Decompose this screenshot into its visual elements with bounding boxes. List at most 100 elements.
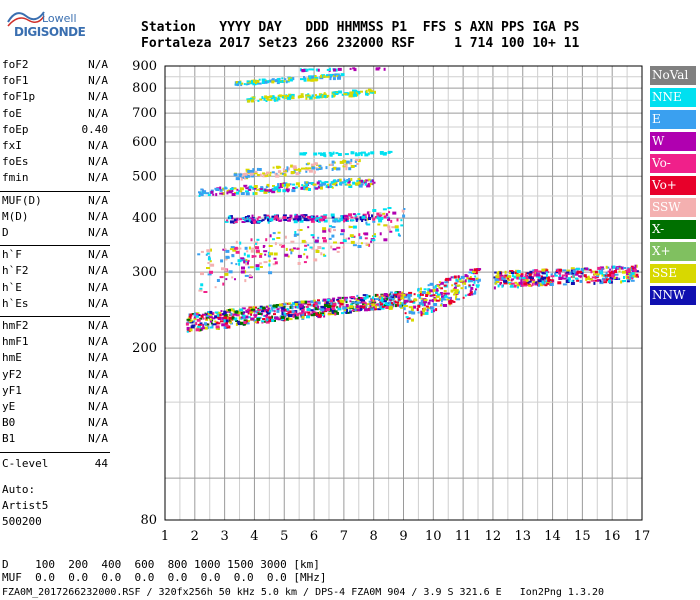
echo-point bbox=[352, 244, 357, 247]
echo-point bbox=[234, 221, 238, 224]
echo-point bbox=[614, 273, 619, 276]
echo-point bbox=[248, 188, 252, 191]
echo-point bbox=[290, 303, 294, 306]
echo-point bbox=[229, 188, 234, 190]
echo-point bbox=[235, 81, 239, 84]
echo-point bbox=[274, 172, 277, 175]
header-values: Fortaleza 2017 Set23 266 232000 RSF 1 71… bbox=[141, 36, 580, 51]
echo-point bbox=[380, 306, 385, 310]
echo-point bbox=[345, 311, 350, 314]
trace-band-760 bbox=[246, 88, 376, 103]
echo-point bbox=[631, 272, 635, 276]
echo-point bbox=[541, 280, 545, 284]
echo-point bbox=[257, 99, 260, 102]
echo-point bbox=[632, 267, 634, 270]
echo-point bbox=[402, 302, 406, 306]
echo-point bbox=[407, 293, 412, 297]
echo-point bbox=[331, 94, 334, 98]
echo-point bbox=[386, 303, 391, 306]
echo-point bbox=[318, 180, 322, 183]
echo-point bbox=[319, 311, 321, 315]
echo-point bbox=[305, 183, 309, 187]
echo-point bbox=[299, 308, 302, 311]
echo-point bbox=[219, 276, 224, 279]
echo-point bbox=[275, 97, 278, 101]
echo-point bbox=[342, 246, 345, 249]
echo-point bbox=[304, 244, 308, 247]
echo-point bbox=[379, 151, 384, 154]
echo-point bbox=[473, 280, 476, 284]
echo-point bbox=[201, 313, 206, 316]
echo-point bbox=[299, 95, 303, 99]
echo-point bbox=[292, 187, 297, 189]
echo-point bbox=[317, 185, 322, 189]
echo-point bbox=[339, 241, 344, 244]
echo-point bbox=[269, 252, 273, 256]
param-value: 0.40 bbox=[81, 122, 109, 136]
echo-point bbox=[265, 186, 268, 189]
echo-point bbox=[599, 279, 602, 283]
legend-sse: SSE bbox=[650, 264, 696, 283]
echo-point bbox=[290, 164, 294, 168]
echo-point bbox=[300, 214, 305, 217]
echo-point bbox=[464, 286, 467, 290]
param-yf1: yF1 N/A bbox=[2, 384, 110, 400]
echo-point bbox=[627, 268, 631, 271]
echo-point bbox=[374, 216, 377, 218]
param-value: N/A bbox=[88, 90, 108, 104]
echo-point bbox=[308, 68, 313, 71]
echo-point bbox=[282, 214, 287, 217]
echo-point bbox=[301, 95, 304, 98]
echo-point bbox=[328, 74, 332, 78]
echo-point bbox=[398, 234, 401, 237]
echo-point bbox=[200, 192, 203, 196]
echo-point bbox=[240, 317, 243, 320]
echo-point bbox=[436, 284, 440, 287]
echo-point bbox=[413, 305, 417, 309]
echo-point bbox=[256, 317, 261, 321]
echo-point bbox=[350, 165, 355, 168]
echo-point bbox=[253, 187, 257, 190]
echo-point bbox=[537, 271, 541, 275]
echo-point bbox=[363, 151, 366, 154]
echo-point bbox=[620, 280, 624, 283]
echo-point bbox=[320, 252, 323, 256]
echo-point bbox=[409, 300, 414, 303]
echo-point bbox=[249, 274, 252, 277]
echo-point bbox=[355, 159, 360, 161]
echo-point bbox=[307, 167, 312, 170]
echo-point bbox=[443, 295, 448, 298]
echo-point bbox=[314, 219, 317, 222]
echo-point bbox=[537, 279, 542, 283]
echo-point bbox=[389, 297, 392, 300]
echo-point bbox=[497, 284, 500, 288]
echo-point bbox=[204, 326, 208, 330]
echo-point bbox=[511, 278, 515, 281]
echo-point bbox=[327, 94, 330, 97]
echo-point bbox=[343, 219, 345, 223]
echo-point bbox=[440, 304, 442, 307]
echo-point bbox=[330, 181, 333, 184]
echo-point bbox=[255, 246, 260, 250]
echo-point bbox=[504, 274, 508, 277]
echo-point bbox=[228, 309, 231, 311]
echo-point bbox=[268, 271, 273, 275]
echo-point bbox=[398, 304, 402, 308]
echo-point bbox=[279, 183, 282, 186]
echo-point bbox=[432, 286, 435, 289]
echo-point bbox=[576, 279, 580, 282]
echo-point bbox=[233, 192, 238, 194]
echo-point bbox=[264, 173, 268, 176]
echo-point bbox=[247, 187, 251, 191]
echo-point bbox=[288, 302, 292, 305]
echo-point bbox=[315, 313, 319, 316]
echo-point bbox=[391, 302, 393, 305]
echo-point bbox=[246, 322, 250, 325]
echo-point bbox=[365, 92, 368, 96]
echo-point bbox=[350, 303, 354, 306]
echo-point bbox=[377, 308, 382, 311]
echo-point bbox=[271, 318, 275, 322]
legend-noval: NoVal bbox=[650, 66, 696, 85]
echo-point bbox=[397, 298, 401, 301]
echo-point bbox=[267, 218, 270, 222]
